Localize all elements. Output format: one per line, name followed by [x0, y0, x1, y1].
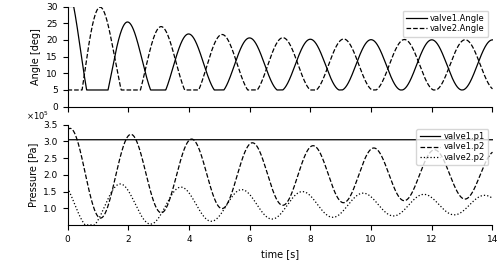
valve2.Angle — [138, 85, 144, 88]
valve1.Angle — [84, 88, 90, 92]
valve1.p2 — [138, 154, 144, 158]
valve1.Angle — [246, 36, 252, 40]
valve2.p2 — [117, 182, 123, 185]
valve1.p1 — [138, 138, 144, 141]
valve2.p2 — [113, 184, 119, 187]
valve1.p2 — [98, 217, 103, 220]
valve1.p1 — [481, 138, 487, 141]
valve2.p2 — [482, 194, 488, 197]
valve1.Angle — [228, 74, 234, 77]
valve1.p1 — [64, 138, 70, 141]
valve1.Angle — [436, 44, 442, 47]
valve2.Angle — [64, 88, 70, 92]
Line: valve1.Angle: valve1.Angle — [68, 6, 492, 90]
valve1.Angle — [490, 38, 496, 41]
valve1.p1 — [490, 138, 496, 141]
valve1.Angle — [113, 49, 119, 52]
valve1.p2 — [113, 172, 119, 175]
valve2.Angle — [97, 5, 103, 9]
valve2.p2 — [246, 192, 252, 196]
valve2.p2 — [138, 214, 144, 218]
X-axis label: time [s]: time [s] — [261, 249, 299, 259]
valve2.Angle — [246, 88, 252, 92]
valve2.p2 — [436, 203, 442, 206]
valve1.p2 — [228, 194, 234, 197]
valve2.Angle — [113, 64, 119, 67]
Line: valve1.p2: valve1.p2 — [68, 128, 492, 218]
valve2.p2 — [490, 197, 496, 200]
valve1.Angle — [138, 55, 144, 58]
valve1.p2 — [67, 127, 73, 130]
valve1.Angle — [64, 5, 70, 8]
valve1.p2 — [246, 143, 252, 146]
valve1.p1 — [436, 138, 442, 141]
valve1.p2 — [490, 151, 496, 154]
valve1.Angle — [482, 47, 488, 50]
Line: valve2.Angle: valve2.Angle — [68, 7, 492, 90]
valve2.Angle — [490, 87, 496, 90]
valve1.p2 — [482, 163, 488, 166]
Legend: valve1.p1, valve1.p2, valve2.p2: valve1.p1, valve1.p2, valve2.p2 — [416, 129, 488, 165]
valve1.p1 — [113, 138, 119, 141]
Legend: valve1.Angle, valve2.Angle: valve1.Angle, valve2.Angle — [402, 11, 488, 37]
Y-axis label: Angle [deg]: Angle [deg] — [30, 28, 40, 85]
valve2.p2 — [82, 223, 88, 226]
valve2.p2 — [64, 186, 70, 190]
Text: $\times10^5$: $\times10^5$ — [26, 109, 49, 122]
valve1.p2 — [436, 150, 442, 153]
valve2.Angle — [482, 73, 488, 76]
valve2.Angle — [228, 44, 234, 47]
valve2.Angle — [436, 87, 442, 90]
valve1.p2 — [64, 129, 70, 132]
valve2.p2 — [228, 197, 234, 200]
Y-axis label: Pressure [Pa]: Pressure [Pa] — [28, 143, 38, 207]
valve1.p1 — [246, 138, 252, 141]
valve1.p1 — [228, 138, 234, 141]
Line: valve2.p2: valve2.p2 — [68, 184, 492, 225]
